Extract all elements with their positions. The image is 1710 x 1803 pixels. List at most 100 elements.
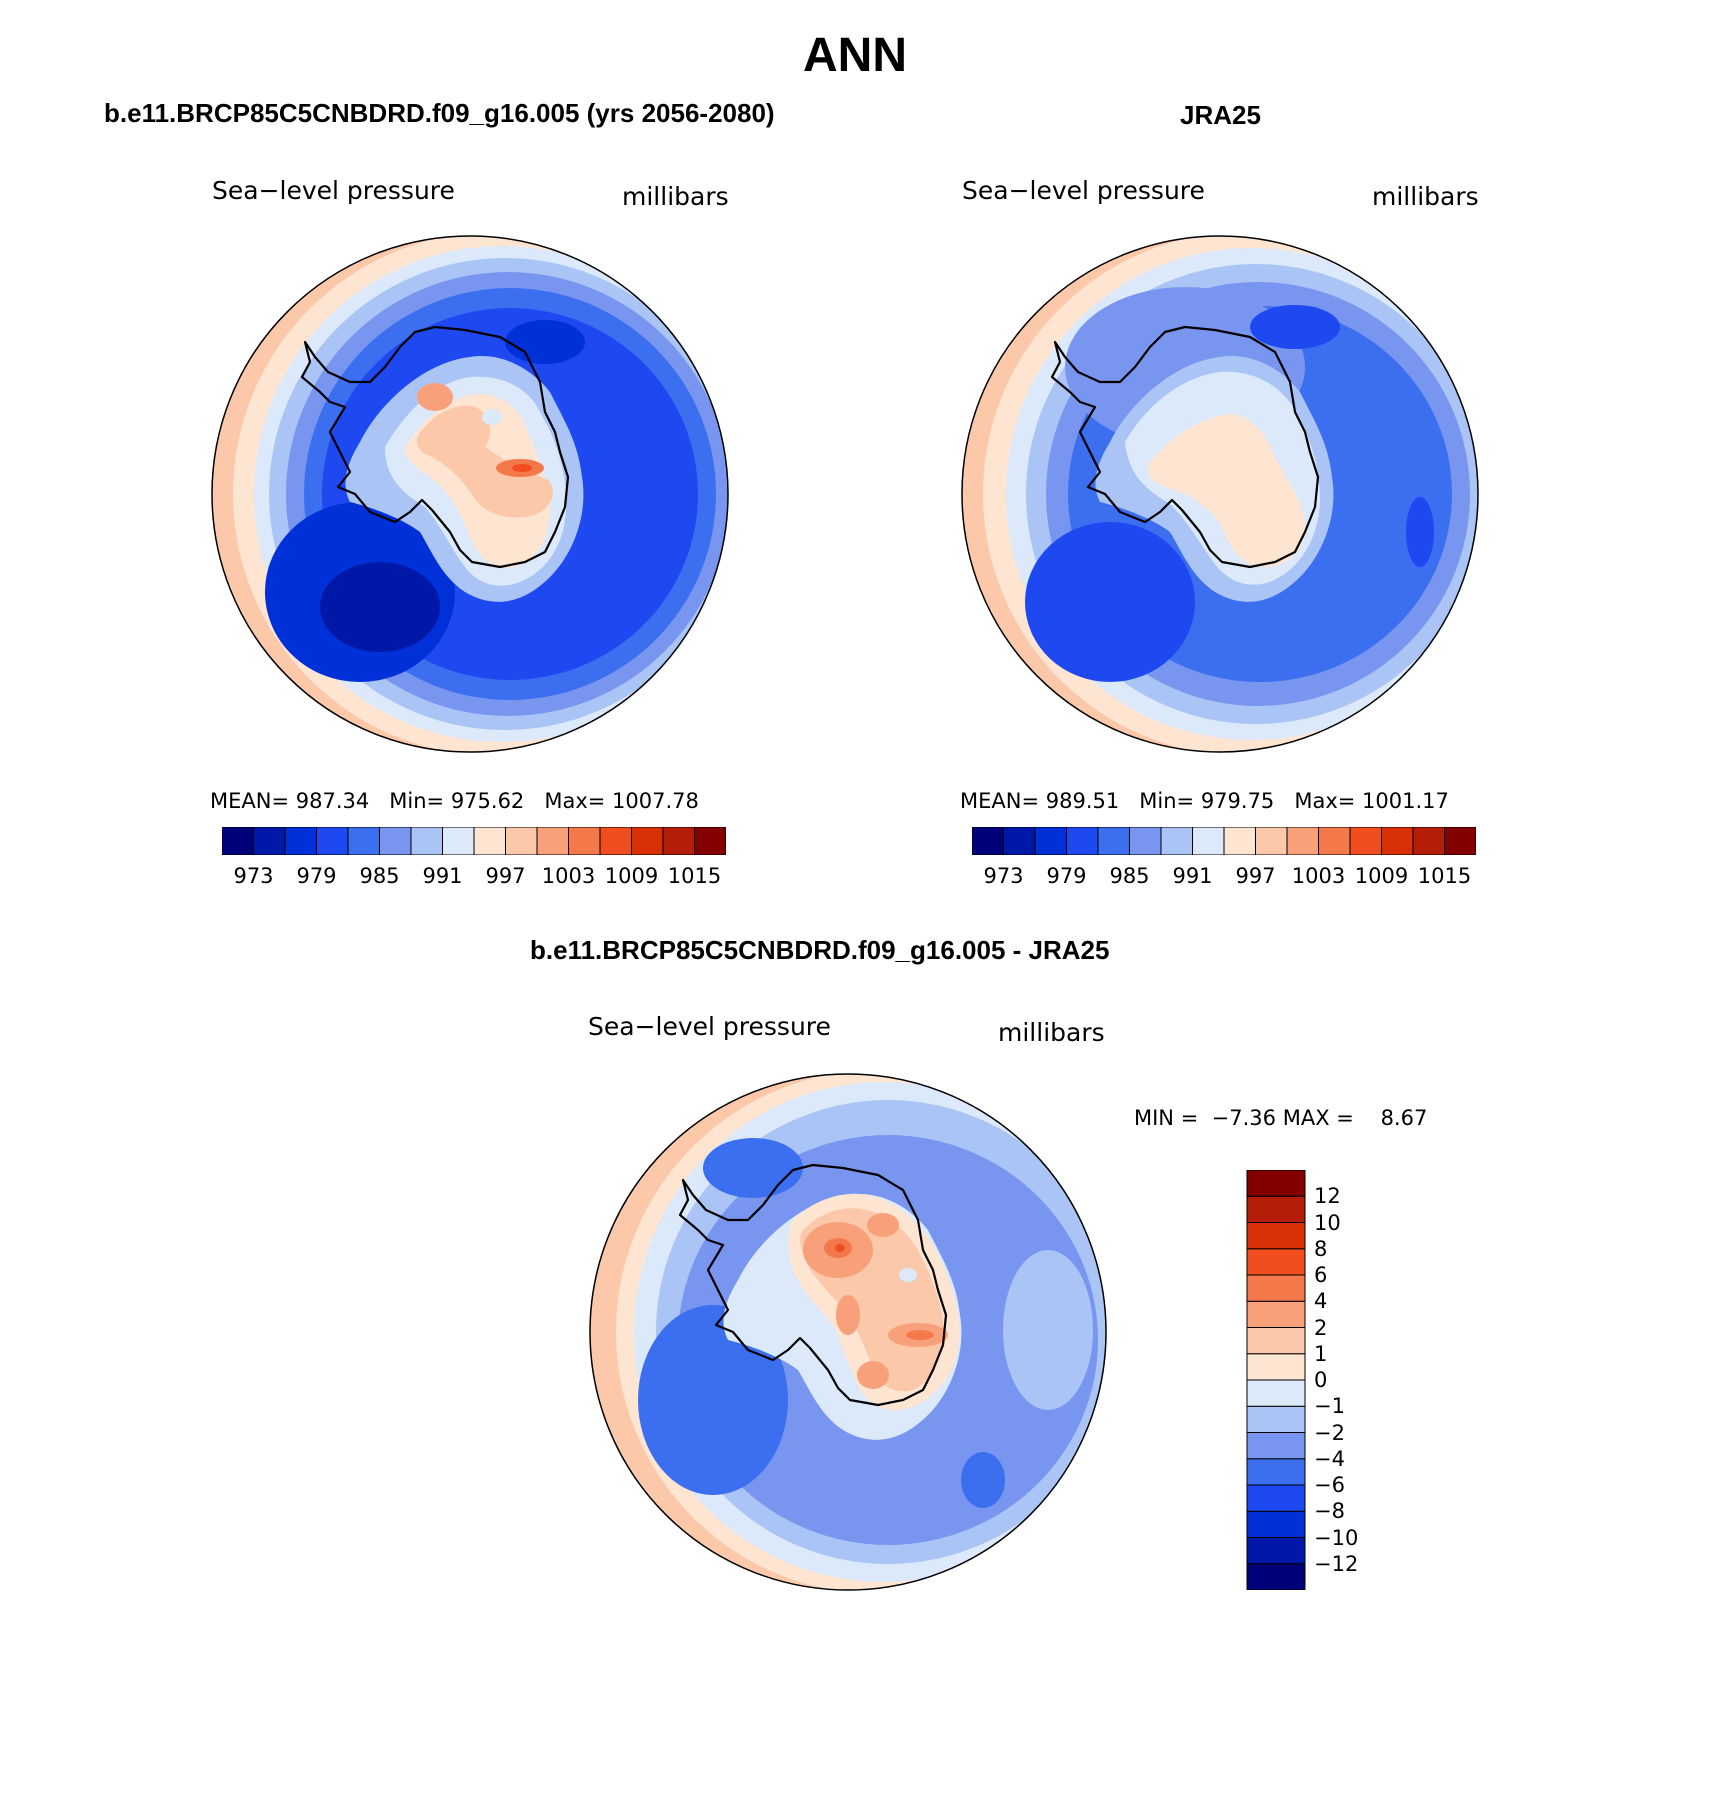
colorbar-swatch (1246, 1484, 1306, 1512)
colorbar-swatch (694, 827, 726, 855)
colorbar-swatch (1381, 827, 1414, 855)
min-label: MIN = (1134, 1106, 1199, 1130)
colorbar-swatch (1412, 827, 1445, 855)
min-label: Min= (1139, 789, 1195, 813)
colorbar-swatch (379, 827, 412, 855)
colorbar-swatch (347, 827, 380, 855)
max-value: 8.67 (1380, 1106, 1428, 1130)
colorbar-swatch (1246, 1222, 1306, 1250)
colorbar-tick-label: 8 (1314, 1236, 1328, 1261)
min-value: 975.62 (450, 789, 525, 813)
variable-label-model: Sea−level pressure (212, 176, 455, 205)
colorbar-swatch (410, 827, 443, 855)
colorbar-swatch (1246, 1432, 1306, 1460)
main-title: ANN (803, 29, 907, 82)
colorbar-swatch (1003, 827, 1036, 855)
colorbar-tick-label: −6 (1314, 1473, 1345, 1497)
colorbar-swatch (284, 827, 317, 855)
colorbar-tick-label: 997 (1235, 864, 1276, 888)
panel-title-obs: JRA25 (1180, 100, 1261, 130)
colorbar-tick-label: 997 (485, 864, 526, 888)
colorbar-tick-label: −12 (1314, 1551, 1359, 1576)
colorbar-tick-label: 991 (422, 864, 463, 888)
colorbar-tick-label: 0 (1314, 1368, 1328, 1392)
colorbar-tick-label: −8 (1314, 1499, 1345, 1524)
max-label: Max= (1294, 789, 1356, 813)
colorbar-swatch (662, 827, 695, 855)
colorbar-tick-label: −10 (1314, 1525, 1359, 1550)
colorbar-swatch (1034, 827, 1067, 855)
colorbar-tick-label: 12 (1314, 1184, 1341, 1209)
colorbar-swatch (1255, 827, 1288, 855)
colorbar-tick-label: 979 (296, 864, 337, 888)
colorbar-swatch (1246, 1458, 1306, 1486)
colorbar-tick-label: 985 (359, 864, 400, 888)
stats-diff: MIN = −7.36 MAX = 8.67 (1134, 1106, 1427, 1130)
colorbar-tick-label: 1009 (1354, 864, 1409, 888)
colorbar-tick-label: −2 (1314, 1420, 1345, 1445)
colorbar-swatch (222, 827, 254, 855)
colorbar-swatch (1246, 1300, 1306, 1328)
min-value: −7.36 (1211, 1106, 1277, 1130)
units-label-diff: millibars (998, 1018, 1105, 1047)
colorbar-ticks-diff: 12 10 8 6 4 2 1 0 −1 −2 −4 −6 −8 −10 −12 (1314, 1170, 1404, 1590)
polar-map-obs (961, 235, 1479, 753)
colorbar-ticks-obs: 973 979 985 991 997 1003 1009 1015 (972, 864, 1476, 890)
min-label: Min= (389, 789, 445, 813)
polar-map-model (211, 235, 729, 753)
colorbar-swatch (631, 827, 664, 855)
colorbar-swatch (505, 827, 538, 855)
colorbar-swatch (1223, 827, 1256, 855)
max-value: 1001.17 (1362, 789, 1449, 813)
colorbar-tick-label: 1009 (604, 864, 659, 888)
colorbar-tick-label: 10 (1314, 1210, 1341, 1235)
colorbar-tick-label: 1003 (1291, 864, 1346, 888)
panel-title-model: b.e11.BRCP85C5CNBDRD.f09_g16.005 (yrs 20… (104, 98, 775, 128)
colorbar-swatch (1318, 827, 1351, 855)
colorbar-tick-label: 1 (1314, 1341, 1328, 1366)
mean-label: MEAN= (960, 789, 1040, 813)
colorbar-swatch (1246, 1248, 1306, 1276)
colorbar-swatch (1444, 827, 1476, 855)
colorbar-swatch (1246, 1195, 1306, 1223)
colorbar-swatch (972, 827, 1004, 855)
colorbar-tick-label: −4 (1314, 1446, 1345, 1471)
colorbar-swatch (1129, 827, 1162, 855)
colorbar-swatch (1097, 827, 1130, 855)
colorbar-tick-label: 4 (1314, 1289, 1328, 1314)
colorbar-tick-label: 991 (1172, 864, 1213, 888)
colorbar-swatch (1246, 1379, 1306, 1407)
colorbar-swatch (1246, 1563, 1306, 1590)
colorbar-swatch (473, 827, 506, 855)
colorbar-swatch (1246, 1274, 1306, 1302)
colorbar-tick-label: 1015 (667, 864, 722, 888)
colorbar-swatch (1246, 1537, 1306, 1565)
colorbar-swatch (1286, 827, 1319, 855)
mean-value: 987.34 (295, 789, 370, 813)
colorbar-swatch (536, 827, 569, 855)
stats-obs: MEAN= 989.51 Min= 979.75 Max= 1001.17 (960, 789, 1449, 813)
colorbar-tick-label: 973 (233, 864, 274, 888)
colorbar-tick-label: −1 (1314, 1394, 1345, 1419)
colorbar-tick-label: 1015 (1417, 864, 1472, 888)
colorbar-swatch (1246, 1170, 1306, 1197)
colorbar-swatch (1192, 827, 1225, 855)
colorbar-diff (1246, 1170, 1306, 1590)
variable-label-diff: Sea−level pressure (588, 1012, 831, 1041)
colorbar-swatch (316, 827, 349, 855)
colorbar-tick-label: 973 (983, 864, 1024, 888)
colorbar-swatch (1349, 827, 1382, 855)
colorbar-swatch (1246, 1327, 1306, 1355)
colorbar-tick-label: 6 (1314, 1263, 1328, 1287)
panel-title-diff: b.e11.BRCP85C5CNBDRD.f09_g16.005 - JRA25 (530, 935, 1110, 965)
colorbar-tick-label: 1003 (541, 864, 596, 888)
max-label: MAX = (1282, 1106, 1354, 1130)
variable-label-obs: Sea−level pressure (962, 176, 1205, 205)
stats-model: MEAN= 987.34 Min= 975.62 Max= 1007.78 (210, 789, 699, 813)
colorbar-swatch (1160, 827, 1193, 855)
units-label-obs: millibars (1372, 182, 1479, 211)
colorbar-obs (972, 827, 1476, 855)
colorbar-swatch (1246, 1510, 1306, 1538)
min-value: 979.75 (1200, 789, 1275, 813)
colorbar-swatch (442, 827, 475, 855)
